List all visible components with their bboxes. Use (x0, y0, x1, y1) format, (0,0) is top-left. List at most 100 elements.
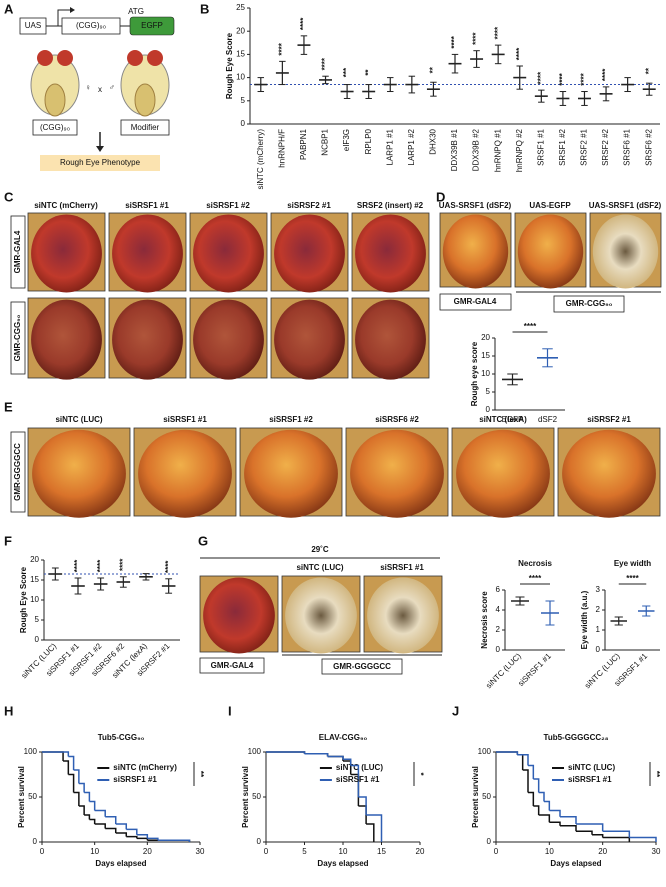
y-tick-label: 50 (28, 792, 37, 801)
left-label: (CGG)₉₀ (40, 123, 70, 132)
column-header: siNTC (LUC) (296, 563, 343, 572)
x-tick-label: SRSF2 #1 (580, 128, 589, 165)
significance: ** (196, 771, 205, 778)
label-box (199, 657, 265, 674)
y-axis-label: Rough Eye Score (19, 566, 28, 633)
survival-step (68, 773, 75, 793)
survival-step (84, 791, 91, 802)
eye-photo (31, 299, 102, 380)
y-tick-label: 1 (596, 625, 601, 634)
survival-step (549, 809, 561, 817)
bracket-label: **** (626, 574, 639, 583)
survival-step (629, 836, 657, 842)
x-tick-label: 15 (377, 847, 386, 856)
survival-step (42, 751, 70, 757)
column-header: siSRSF2 #1 (287, 201, 331, 210)
eye-photo (193, 214, 264, 293)
survival-step (544, 800, 551, 811)
genotype-label: GMR-GAL4 (211, 661, 254, 670)
fly-left (30, 50, 80, 117)
y-tick-label: 20 (30, 555, 39, 564)
eye-photo (274, 299, 345, 380)
significance: **** (277, 42, 286, 55)
legend-label: siSRSF1 #1 (336, 775, 380, 784)
survival-step (592, 834, 604, 838)
genotype-label: GMR-CGG₉₀ (566, 299, 613, 308)
column-header: siSRSF1 #2 (206, 201, 250, 210)
significance: **** (493, 26, 502, 39)
x-tick-label: hnRNPQ #2 (515, 128, 524, 172)
panel-label: I (228, 703, 232, 718)
survival-step (42, 751, 64, 761)
x-tick-label: 10 (339, 847, 348, 856)
panel-label: G (198, 533, 208, 548)
row-label-box (10, 431, 26, 513)
survival-step (602, 836, 631, 842)
significance: **** (536, 71, 545, 84)
chart-title: Tub5-GGGGCC₂₈ (544, 733, 609, 742)
y-tick-label: 0 (257, 837, 262, 846)
survival-step (136, 834, 149, 839)
survival-step (576, 830, 593, 835)
x-tick-label: SRSF6 #1 (623, 128, 632, 165)
panel-label: A (4, 1, 14, 16)
x-tick-label: PABPN1 (299, 128, 308, 160)
survival-step (89, 800, 96, 811)
temperature: 29˚C (311, 545, 329, 554)
survival-step (358, 805, 367, 824)
survival-step (105, 816, 117, 824)
significance: * (416, 772, 425, 776)
right-label: Modifier (131, 123, 160, 132)
significance: **** (472, 32, 481, 45)
survival-step (496, 751, 519, 755)
survival-step (538, 791, 545, 802)
legend-label: siNTC (mCherry) (113, 763, 177, 772)
y-tick-label: 10 (236, 73, 245, 82)
significance: **** (118, 558, 127, 571)
y-tick-label: 0 (35, 635, 40, 644)
survival-step (73, 791, 80, 806)
survival-step (105, 827, 117, 833)
panel-label: C (4, 189, 14, 204)
survival-step (63, 760, 70, 775)
y-tick-label: 25 (236, 3, 245, 12)
eye-photo (442, 214, 509, 289)
y-axis-label: Percent survival (241, 766, 250, 828)
survival-step (78, 782, 85, 793)
y-tick-label: 0 (487, 837, 492, 846)
eye-photo (355, 299, 426, 380)
survival-step (157, 839, 191, 842)
survival-step (602, 830, 631, 838)
y-axis-label: Rough eye score (470, 341, 479, 406)
x-tick-label: EGFP (502, 415, 524, 424)
genotype-label: GMR-GAL4 (454, 297, 497, 306)
x-axis-label: Days elapsed (550, 859, 601, 868)
chart-title: Necrosis (518, 559, 552, 568)
y-tick-label: 50 (482, 792, 491, 801)
result-box (40, 155, 160, 171)
x-tick-label: 10 (90, 847, 99, 856)
row-label: GMR-GAL4 (13, 230, 22, 273)
y-tick-label: 10 (481, 369, 490, 378)
eye-photo (32, 429, 126, 518)
male-symbol: ♂ (109, 83, 115, 92)
survival-step (549, 821, 561, 826)
label-box (553, 295, 625, 313)
survival-step (528, 791, 535, 806)
survival-step (266, 751, 306, 754)
x-tick-label: 5 (302, 847, 307, 856)
significance: **** (450, 35, 459, 48)
repeat-label: (CGG)₉₀ (76, 21, 106, 30)
chart-title: Eye width (614, 559, 651, 568)
bracket-label: **** (524, 322, 537, 331)
x-tick-label: LARP1 #2 (407, 128, 416, 165)
significance: **** (601, 68, 610, 81)
x-tick-label: siSRSF1 #1 (516, 651, 553, 688)
eye-photo (193, 299, 264, 380)
y-tick-label: 0 (496, 645, 501, 654)
panel-label: D (436, 189, 445, 204)
eye-photo (31, 214, 102, 293)
y-tick-label: 15 (236, 50, 245, 59)
survival-step (366, 814, 383, 842)
